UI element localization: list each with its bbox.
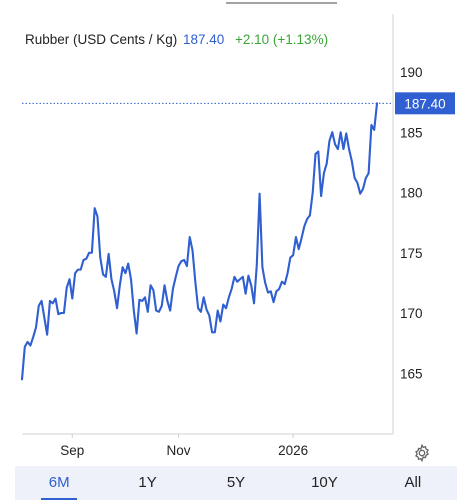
series-line-rubber [20, 102, 379, 381]
range-6m-button[interactable]: 6M [15, 466, 103, 500]
y-tick-label: 190 [400, 65, 423, 80]
range-1y-button[interactable]: 1Y [138, 474, 157, 491]
range-10y-button[interactable]: 10Y [311, 474, 338, 491]
x-tick-label: Nov [167, 443, 191, 458]
price-tag: 187.40 [395, 92, 455, 115]
range-selector: 6M 1Y 5Y 10Y All [15, 466, 457, 500]
y-tick-label: 175 [400, 246, 423, 261]
current-price: 187.40 [183, 32, 224, 47]
x-tick-label: Sep [60, 443, 84, 458]
price-tag-label: 187.40 [404, 96, 445, 111]
y-tick-label: 170 [400, 306, 423, 321]
gear-icon[interactable] [412, 443, 432, 463]
y-tick-labels: 165 170 175 180 185 190 [400, 65, 423, 381]
x-tick-label: 2026 [278, 443, 308, 458]
y-tick-label: 165 [400, 366, 423, 381]
x-tick-labels: Sep Nov 2026 [60, 434, 308, 458]
range-all-button[interactable]: All [404, 474, 422, 491]
instrument-name: Rubber (USD Cents / Kg) [25, 32, 177, 47]
price-change: +2.10 (+1.13%) [235, 32, 328, 47]
y-tick-label: 185 [400, 125, 423, 140]
range-5y-button[interactable]: 5Y [226, 474, 246, 491]
y-tick-label: 180 [400, 186, 423, 201]
price-tag-box [395, 92, 455, 115]
